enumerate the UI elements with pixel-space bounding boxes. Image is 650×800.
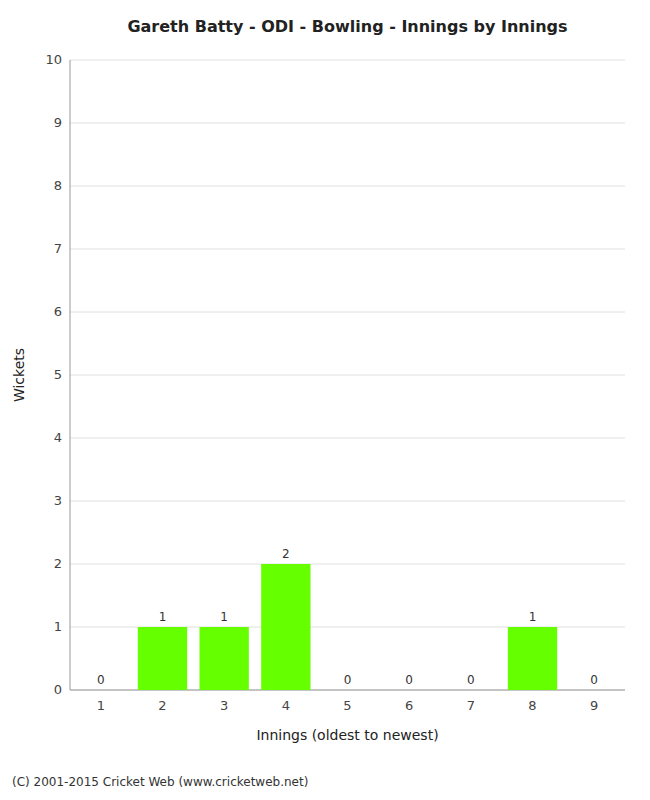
data-label: 1: [159, 610, 167, 624]
bar: [200, 627, 249, 690]
data-label: 0: [97, 673, 105, 687]
x-tick-label: 2: [158, 698, 166, 713]
x-tick-label: 6: [405, 698, 413, 713]
grid-line: [70, 249, 625, 250]
bar: [76, 690, 125, 691]
grid-line: [70, 501, 625, 502]
y-axis-line: [70, 60, 71, 690]
y-tick-label: 6: [54, 304, 62, 319]
data-label: 1: [529, 610, 537, 624]
y-tick-label: 3: [54, 493, 62, 508]
data-label: 0: [344, 673, 352, 687]
bar: [570, 690, 619, 691]
y-tick-label: 8: [54, 178, 62, 193]
data-label: 0: [590, 673, 598, 687]
data-label: 2: [282, 547, 290, 561]
bar: [446, 690, 495, 691]
x-tick-label: 7: [467, 698, 475, 713]
bar: [138, 627, 187, 690]
y-tick-label: 5: [54, 367, 62, 382]
y-tick-label: 9: [54, 115, 62, 130]
bar: [261, 564, 310, 690]
footer: (C) 2001-2015 Cricket Web (www.cricketwe…: [12, 775, 308, 789]
bar: [508, 627, 557, 690]
y-tick-label: 10: [45, 52, 62, 67]
data-label: 0: [467, 673, 475, 687]
x-axis-label: Innings (oldest to newest): [256, 727, 438, 743]
y-tick-label: 1: [54, 619, 62, 634]
y-tick-label: 2: [54, 556, 62, 571]
data-labels: 0 1 1 2 0 0 0 1 0: [97, 547, 598, 687]
chart: 012345678910123456789011200010Gareth Bat…: [0, 0, 650, 800]
x-tick-label: 4: [282, 698, 290, 713]
bars: [138, 564, 557, 690]
y-tick-label: 0: [54, 682, 62, 697]
bar: [323, 690, 372, 691]
bar: [385, 690, 434, 691]
y-tick-label: 7: [54, 241, 62, 256]
grid-line: [70, 564, 625, 565]
axes: 012345678910123456789: [45, 52, 625, 714]
grid: [70, 60, 625, 690]
data-label: 1: [220, 610, 228, 624]
y-tick-label: 4: [54, 430, 62, 445]
x-tick-label: 3: [220, 698, 228, 713]
data-label: 0: [405, 673, 413, 687]
x-tick-label: 9: [590, 698, 598, 713]
x-tick-label: 5: [343, 698, 351, 713]
grid-line: [70, 123, 625, 124]
x-tick-label: 1: [97, 698, 105, 713]
grid-line: [70, 312, 625, 313]
grid-line: [70, 375, 625, 376]
y-axis-label: Wickets: [11, 348, 27, 402]
x-tick-label: 8: [528, 698, 536, 713]
chart-container: 012345678910123456789011200010Gareth Bat…: [0, 0, 650, 800]
title: Gareth Batty - ODI - Bowling - Innings b…: [127, 17, 567, 36]
grid-line: [70, 186, 625, 187]
grid-line: [70, 60, 625, 61]
grid-line: [70, 438, 625, 439]
